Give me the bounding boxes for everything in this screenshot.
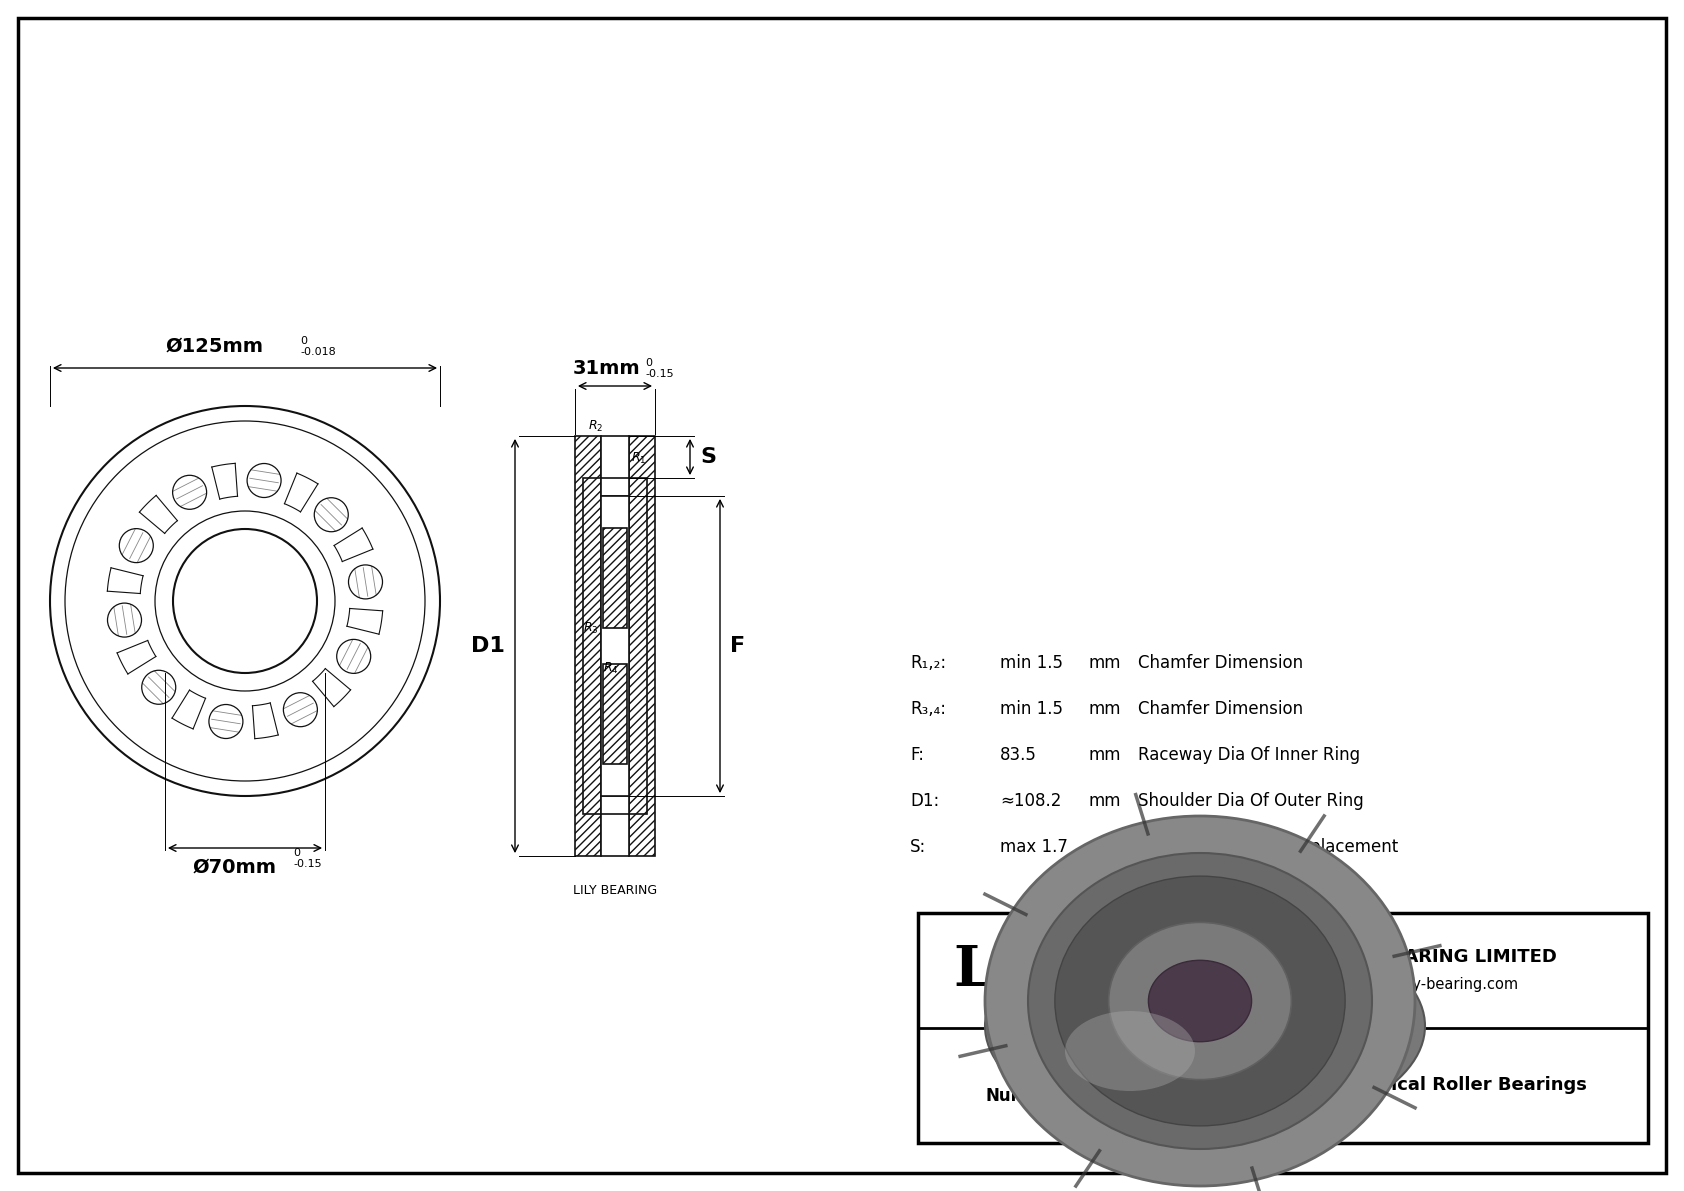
Ellipse shape — [985, 816, 1415, 1186]
Text: min 1.5: min 1.5 — [1000, 700, 1063, 718]
Bar — [574, 436, 601, 856]
Text: -0.15: -0.15 — [293, 859, 322, 869]
Text: F:: F: — [909, 746, 925, 763]
Text: Permissible Axial Displacement: Permissible Axial Displacement — [1138, 838, 1398, 856]
Text: S:: S: — [909, 838, 926, 856]
Text: $R_3$: $R_3$ — [583, 621, 600, 636]
Text: ≈108.2: ≈108.2 — [1000, 792, 1061, 810]
Text: $R_2$: $R_2$ — [588, 419, 603, 434]
Bar — [603, 665, 626, 763]
Text: Ø70mm: Ø70mm — [194, 858, 276, 877]
Ellipse shape — [1108, 922, 1292, 1079]
Text: Ø125mm: Ø125mm — [167, 337, 264, 356]
Bar — [620, 756, 630, 766]
Bar — [601, 478, 630, 495]
Text: R₁,₂:: R₁,₂: — [909, 654, 946, 672]
Bar — [601, 796, 630, 813]
Ellipse shape — [1027, 853, 1372, 1149]
Text: -0.018: -0.018 — [300, 347, 335, 357]
Text: Part
Number: Part Number — [985, 1066, 1061, 1105]
Text: LILY BEARING: LILY BEARING — [573, 884, 657, 897]
Ellipse shape — [985, 915, 1425, 1137]
Text: min 1.5: min 1.5 — [1000, 654, 1063, 672]
Text: D1: D1 — [472, 636, 505, 656]
Text: Chamfer Dimension: Chamfer Dimension — [1138, 700, 1303, 718]
Text: NU 2214 ECJ Cylindrical Roller Bearings: NU 2214 ECJ Cylindrical Roller Bearings — [1189, 1077, 1586, 1095]
Text: -0.15: -0.15 — [645, 369, 674, 379]
Text: R₃,₄:: R₃,₄: — [909, 700, 946, 718]
Text: max 1.7: max 1.7 — [1000, 838, 1068, 856]
Text: Chamfer Dimension: Chamfer Dimension — [1138, 654, 1303, 672]
Text: 0: 0 — [645, 358, 652, 368]
Text: mm: mm — [1088, 654, 1120, 672]
Text: LILY: LILY — [953, 943, 1093, 998]
Text: mm: mm — [1088, 792, 1120, 810]
Text: 0: 0 — [300, 336, 306, 347]
Ellipse shape — [1054, 877, 1346, 1125]
Text: mm: mm — [1088, 700, 1120, 718]
Bar — [601, 436, 630, 526]
Bar — [583, 478, 601, 813]
Ellipse shape — [1064, 1011, 1196, 1091]
Text: Shoulder Dia Of Outer Ring: Shoulder Dia Of Outer Ring — [1138, 792, 1364, 810]
Text: D1:: D1: — [909, 792, 940, 810]
Bar — [601, 526, 611, 536]
Text: 0: 0 — [293, 848, 300, 858]
Bar — [601, 766, 630, 856]
Text: Raceway Dia Of Inner Ring: Raceway Dia Of Inner Ring — [1138, 746, 1361, 763]
Bar — [601, 495, 630, 796]
Text: S: S — [701, 447, 716, 467]
Bar — [918, 913, 1649, 1143]
Text: Email: lilybearing@lily-bearing.com: Email: lilybearing@lily-bearing.com — [1258, 977, 1517, 992]
Bar — [601, 526, 630, 766]
Text: ®: ® — [1100, 934, 1118, 952]
Text: 83.5: 83.5 — [1000, 746, 1037, 763]
Text: 31mm: 31mm — [573, 358, 642, 378]
Text: SHANGHAI LILY BEARING LIMITED: SHANGHAI LILY BEARING LIMITED — [1219, 948, 1558, 966]
Bar — [620, 526, 630, 536]
Text: F: F — [729, 636, 744, 656]
Text: $R_4$: $R_4$ — [603, 661, 618, 675]
Text: mm: mm — [1088, 746, 1120, 763]
Bar — [630, 478, 647, 813]
Bar — [630, 436, 655, 856]
Text: $R_1$: $R_1$ — [632, 450, 647, 466]
Text: mm: mm — [1088, 838, 1120, 856]
Ellipse shape — [1148, 960, 1251, 1042]
Bar — [601, 756, 611, 766]
Bar — [603, 528, 626, 628]
